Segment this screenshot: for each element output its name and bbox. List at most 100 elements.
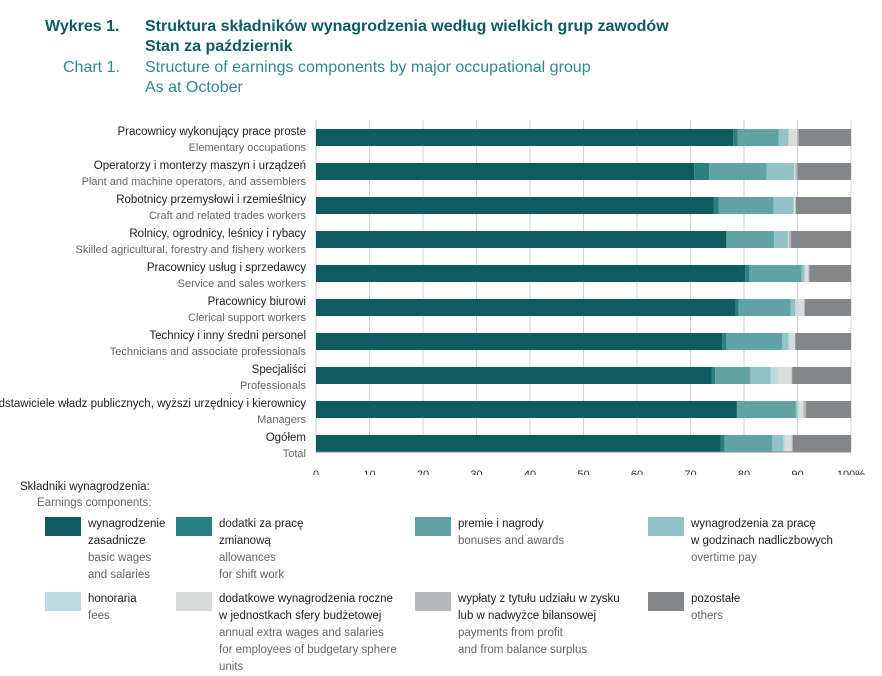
bar-segment [788, 333, 791, 350]
bar-segment [795, 299, 797, 316]
bar-segment [798, 129, 851, 146]
bar-segment [316, 333, 723, 350]
legend-title-pl: Składniki wynagrodzenia: [20, 481, 150, 493]
x-tick-label: 10 [363, 469, 375, 475]
bar-segment [781, 333, 789, 350]
chart-number-en: Chart 1. [63, 59, 120, 76]
x-tick-label: 70 [684, 469, 696, 475]
bar-segment [737, 401, 796, 418]
bars [316, 129, 851, 452]
chart-title-pl: Struktura składników wynagrodzenia wedłu… [145, 18, 669, 35]
category-label-pl: Rolnicy, ogrodnicy, leśnicy i rybacy [129, 228, 306, 240]
bar-segment [316, 299, 736, 316]
bar-segment [794, 333, 796, 350]
bar-segment [804, 299, 851, 316]
bar-segment [713, 197, 719, 214]
bar-segment [790, 333, 795, 350]
legend-swatch [648, 517, 684, 536]
category-label-pl: Specjaliści [252, 364, 306, 376]
legend-swatch [648, 592, 684, 611]
bar-segment [726, 231, 774, 248]
x-tick-label: 90 [791, 469, 803, 475]
bar-segment [791, 435, 793, 452]
bar-segment [745, 265, 750, 282]
bar-segment [709, 163, 767, 180]
bar-segment [722, 333, 727, 350]
chart-subtitle-pl: Stan za październik [145, 38, 293, 55]
bar-segment [794, 197, 796, 214]
category-label-en: Professionals [240, 380, 307, 392]
x-tick-label: 20 [417, 469, 429, 475]
bar-segment [726, 231, 727, 248]
bar-segment [795, 197, 851, 214]
bar-segment [736, 401, 738, 418]
bar-segment [737, 129, 779, 146]
category-label-pl: Pracownicy wykonujący prace proste [117, 126, 306, 138]
bar-segment [770, 367, 779, 384]
bar-segment [738, 299, 791, 316]
x-tick-label: 50 [577, 469, 589, 475]
bar-segment [778, 367, 792, 384]
bar-segment [766, 163, 795, 180]
bar-segment [801, 265, 805, 282]
bar-segment [796, 299, 804, 316]
bar-segment [733, 129, 738, 146]
legend-title-en: Earnings components: [37, 497, 152, 509]
bar-segment [809, 265, 851, 282]
bar-segment [749, 265, 802, 282]
bar-segment [788, 231, 789, 248]
category-label-en: Elementary occupations [189, 142, 307, 154]
x-tick-label: 60 [631, 469, 643, 475]
bar-segment [788, 129, 797, 146]
bar-segment [724, 435, 773, 452]
bar-segment [791, 231, 851, 248]
bar-segment [715, 367, 751, 384]
category-label-pl: Operatorzy i monterzy maszyn i urządzeń [94, 160, 306, 172]
bar-segment [785, 435, 792, 452]
bar-segment [788, 129, 789, 146]
stacked-bar-chart: Pracownicy wykonujący prace proste Elemen… [0, 120, 865, 475]
bar-segment [803, 299, 805, 316]
legend-swatch [415, 517, 451, 536]
legend-swatch [45, 592, 81, 611]
category-label-en: Plant and machine operators, and assembl… [82, 176, 307, 188]
bar-segment [803, 401, 807, 418]
bar-segment [711, 367, 716, 384]
bar-segment [773, 231, 788, 248]
bar-segment [778, 129, 789, 146]
bar-segment [794, 163, 796, 180]
category-label-pl: Przedstawiciele władz publicznych, wyższ… [0, 398, 306, 410]
bar-segment [316, 265, 746, 282]
bar-segment [797, 163, 851, 180]
category-label-en: Skilled agricultural, forestry and fishe… [76, 244, 307, 256]
bar-segment [772, 435, 784, 452]
x-tick-label: 0 [313, 469, 319, 475]
bar-segment [804, 265, 809, 282]
bar-segment [791, 367, 793, 384]
category-label-pl: Pracownicy biurowi [208, 296, 306, 308]
bar-segment [794, 163, 795, 180]
bar-segment [793, 197, 795, 214]
bar-segment [316, 367, 712, 384]
bar-segment [787, 231, 789, 248]
bar-segment [795, 333, 851, 350]
bar-segment [795, 197, 796, 214]
bar-segment [773, 197, 794, 214]
chart-number-pl: Wykres 1. [45, 18, 120, 35]
chart-title-en: Structure of earnings components by majo… [145, 59, 591, 76]
bar-segment [316, 401, 737, 418]
legend-swatch [45, 517, 81, 536]
bar-segment [795, 163, 798, 180]
bar-segment [726, 333, 782, 350]
category-label-en: Service and sales workers [178, 278, 307, 290]
bar-segment [808, 265, 810, 282]
bar-segment [796, 129, 799, 146]
bar-segment [806, 401, 851, 418]
bar-segment [795, 401, 798, 418]
bar-segment [694, 163, 710, 180]
legend-swatch [176, 517, 212, 536]
chart-subtitle-en: As at October [145, 79, 243, 96]
x-axis: 0 10 20 30 40 50 60 70 80 90 100% [313, 451, 865, 475]
category-label-en: Managers [257, 414, 306, 426]
category-label-en: Clerical support workers [188, 312, 306, 324]
